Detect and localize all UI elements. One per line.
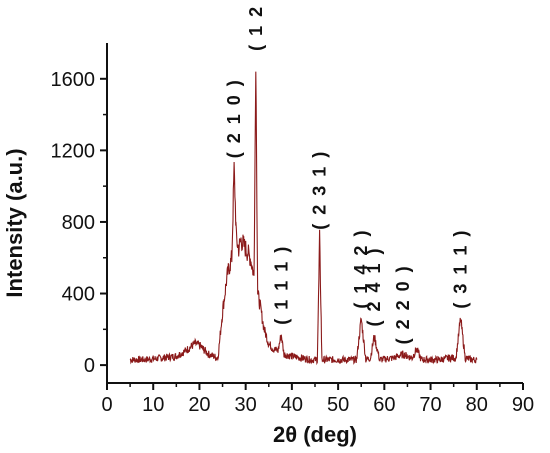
x-tick-label: 90 (512, 394, 534, 416)
y-tick-label: 800 (62, 212, 95, 234)
peak-label: ( 1 2 2 ) (246, 0, 266, 51)
y-axis-title: Intensity (a.u.) (2, 148, 27, 297)
x-axis-title: 2θ (deg) (273, 422, 357, 447)
y-tick-label: 1600 (51, 69, 96, 91)
series (129, 60, 478, 366)
x-tick-label: 40 (281, 394, 303, 416)
x-tick-label: 20 (188, 394, 210, 416)
x-tick-label: 70 (419, 394, 441, 416)
peak-label: ( 1 1 1 ) (271, 245, 291, 325)
x-tick-label: 30 (235, 394, 257, 416)
y-tick-label: 0 (84, 355, 95, 377)
peak-label: ( 2 1 0 ) (224, 78, 244, 158)
peak-label: ( 2 3 1 ) (310, 150, 330, 230)
annotations: ( 2 1 0 ) ( 1 2 2 ) ( 1 1 1 ) ( 2 3 1 ) ( 1 … (224, 0, 471, 344)
series-line (129, 71, 478, 366)
x-tick-label: 80 (466, 394, 488, 416)
x-tick-label: 50 (327, 394, 349, 416)
x-tick-label: 60 (373, 394, 395, 416)
peak-label: ( 2 2 0 ) (393, 264, 413, 344)
peak-label: ( 3 1 1 ) (451, 229, 471, 309)
peak-label: ( 1 4 2 ) (351, 229, 371, 309)
x-tick-label: 0 (101, 394, 112, 416)
x-tick-label: 10 (142, 394, 164, 416)
y-tick-label: 400 (62, 284, 95, 306)
ticks: 0 10 20 30 40 50 60 70 80 90 0 400 800 1200 1600 (51, 69, 535, 416)
peak-label: ( 2 4 1 ) (364, 247, 384, 327)
y-tick-label: 1200 (51, 140, 96, 162)
